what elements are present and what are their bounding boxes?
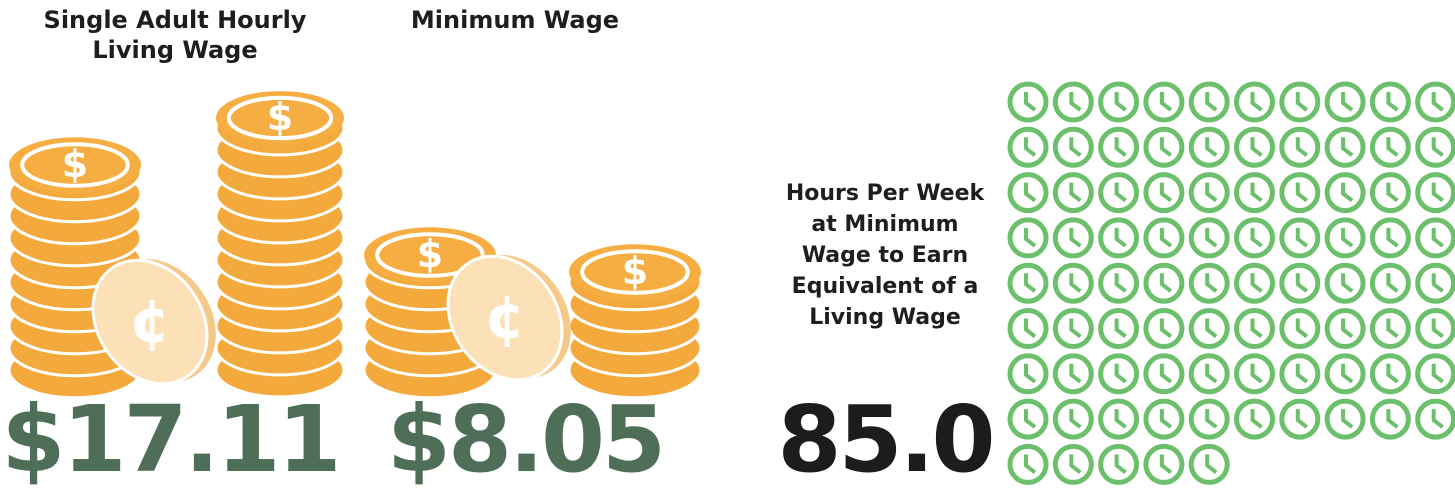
clock	[1055, 311, 1091, 347]
living-wage-value: $17.11	[0, 390, 340, 490]
clock	[1010, 356, 1046, 392]
clock	[1282, 265, 1318, 301]
clock	[1010, 401, 1046, 437]
clock	[1327, 311, 1363, 347]
hours-value: 85.0	[770, 390, 1000, 490]
clock	[1101, 175, 1137, 211]
clock	[1327, 265, 1363, 301]
clock	[1191, 446, 1227, 482]
clock	[1055, 446, 1091, 482]
clock	[1237, 220, 1273, 256]
clock	[1146, 311, 1182, 347]
coin-symbol: $	[267, 95, 293, 139]
clock	[1191, 84, 1227, 120]
minimum-wage-value: $8.05	[360, 390, 690, 490]
clock	[1327, 175, 1363, 211]
clock	[1055, 356, 1091, 392]
clock	[1010, 446, 1046, 482]
clock	[1418, 175, 1454, 211]
clock	[1101, 84, 1137, 120]
clock	[1237, 401, 1273, 437]
clock	[1191, 356, 1227, 392]
clock	[1282, 311, 1318, 347]
clock	[1282, 175, 1318, 211]
clock	[1418, 311, 1454, 347]
clock	[1418, 220, 1454, 256]
clock	[1010, 220, 1046, 256]
clock	[1101, 265, 1137, 301]
clock	[1101, 401, 1137, 437]
clock	[1055, 265, 1091, 301]
clock	[1372, 311, 1408, 347]
clock	[1010, 84, 1046, 120]
clock	[1282, 129, 1318, 165]
clock	[1191, 220, 1227, 256]
clock	[1372, 84, 1408, 120]
clock	[1372, 129, 1408, 165]
clock	[1101, 129, 1137, 165]
clock	[1146, 401, 1182, 437]
clock	[1372, 175, 1408, 211]
clock	[1146, 175, 1182, 211]
clock	[1191, 311, 1227, 347]
clock	[1146, 265, 1182, 301]
clock	[1372, 220, 1408, 256]
clock	[1146, 220, 1182, 256]
clock	[1101, 311, 1137, 347]
clock	[1055, 129, 1091, 165]
clock	[1010, 129, 1046, 165]
clock	[1327, 129, 1363, 165]
living-wage-heading: Single Adult Hourly Living Wage	[20, 5, 330, 65]
clock	[1372, 265, 1408, 301]
clock	[1237, 356, 1273, 392]
clock	[1327, 220, 1363, 256]
clock	[1372, 401, 1408, 437]
clock	[1191, 265, 1227, 301]
clock	[1237, 175, 1273, 211]
clock	[1146, 446, 1182, 482]
clock	[1418, 129, 1454, 165]
clock	[1055, 175, 1091, 211]
clock	[1327, 401, 1363, 437]
clock	[1055, 84, 1091, 120]
coin-symbol: $	[622, 249, 648, 293]
clock	[1418, 265, 1454, 301]
clock	[1237, 84, 1273, 120]
clock	[1010, 311, 1046, 347]
clock	[1101, 446, 1137, 482]
clock	[1282, 401, 1318, 437]
coin-symbol: $	[62, 142, 88, 186]
clock	[1146, 84, 1182, 120]
clock	[1191, 401, 1227, 437]
clock	[1282, 356, 1318, 392]
minimum-wage-heading: Minimum Wage	[380, 5, 650, 35]
clock	[1101, 356, 1137, 392]
clock	[1282, 84, 1318, 120]
hours-heading: Hours Per Week at Minimum Wage to Earn E…	[775, 178, 995, 333]
clock	[1282, 220, 1318, 256]
coin-symbol: $	[417, 232, 443, 276]
clock	[1327, 356, 1363, 392]
clock	[1146, 129, 1182, 165]
tilted-coin-symbol: ¢	[484, 283, 526, 353]
clock	[1191, 175, 1227, 211]
clock	[1237, 311, 1273, 347]
clock	[1372, 356, 1408, 392]
clock	[1418, 356, 1454, 392]
tilted-coin-symbol: ¢	[129, 287, 171, 357]
clock	[1418, 401, 1454, 437]
clock	[1101, 220, 1137, 256]
clock	[1237, 129, 1273, 165]
clock	[1055, 401, 1091, 437]
clock	[1327, 84, 1363, 120]
clock	[1191, 129, 1227, 165]
clock	[1237, 265, 1273, 301]
clock	[1055, 220, 1091, 256]
clock	[1146, 356, 1182, 392]
clock	[1010, 175, 1046, 211]
infographic: $ $ ¢ $ $ ¢ Single Adult Hourly Living Wage M…	[0, 0, 1455, 487]
clock	[1418, 84, 1454, 120]
clock	[1010, 265, 1046, 301]
